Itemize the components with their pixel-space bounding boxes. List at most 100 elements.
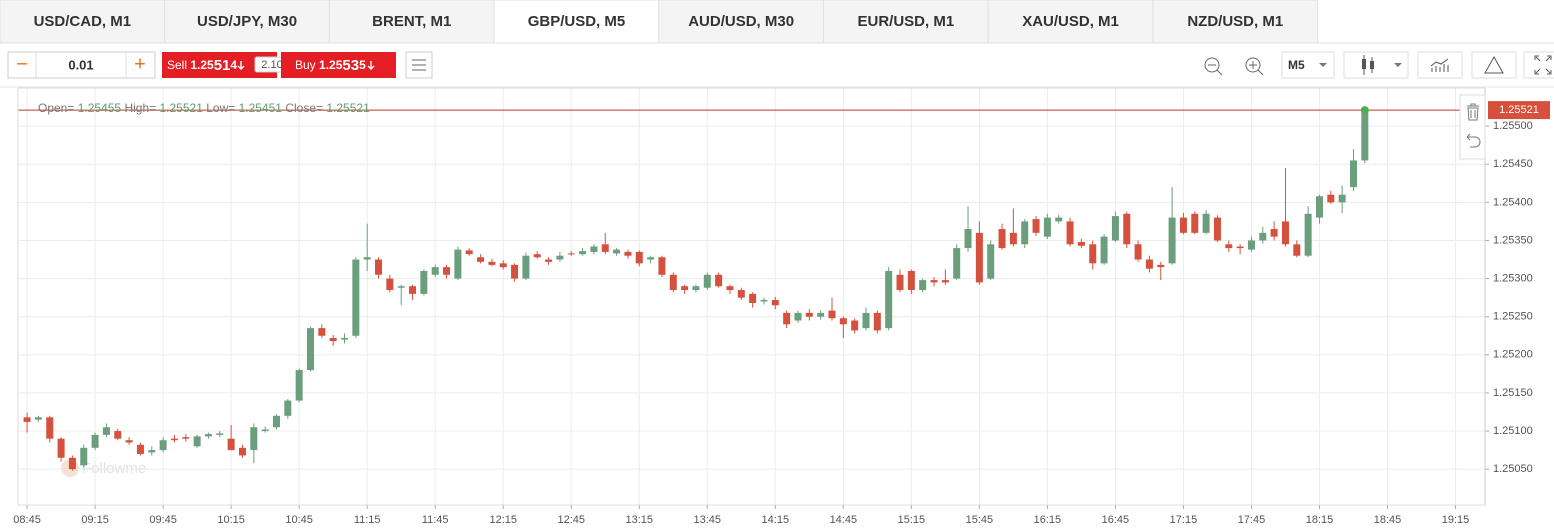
candle-body — [919, 280, 927, 291]
sell-price-big: 51 — [214, 57, 231, 74]
candle-body — [953, 248, 961, 279]
candle-body — [647, 257, 655, 260]
lot-value[interactable]: 0.01 — [68, 57, 93, 72]
tab-label[interactable]: USD/CAD, M1 — [34, 13, 132, 30]
lot-box — [7, 51, 156, 79]
tab-label[interactable]: XAU/USD, M1 — [1022, 13, 1119, 30]
tab-label[interactable]: BRENT, M1 — [372, 13, 451, 30]
candle-body — [499, 263, 507, 268]
ohlc-info: Open= 1.25455 High= 1.25521 Low= 1.25451… — [38, 101, 370, 115]
candle-body — [885, 270, 893, 329]
tab-label[interactable]: USD/JPY, M30 — [197, 13, 297, 30]
spread: 2.10 — [261, 59, 282, 71]
fullscreen-icon — [1534, 55, 1552, 75]
x-tick-label: 12:15 — [489, 514, 517, 526]
dropdown-icon — [1319, 63, 1327, 67]
candle-body — [896, 274, 904, 291]
buy-button[interactable] — [281, 52, 396, 78]
undo-icon[interactable] — [1466, 133, 1481, 148]
candle-body — [80, 447, 88, 466]
candle-body — [1009, 232, 1017, 245]
info-label: High= — [124, 101, 156, 115]
price-tag-label: 1.25521 — [1499, 104, 1539, 116]
candle-body — [341, 338, 349, 340]
tab[interactable] — [658, 0, 824, 44]
lot-minus[interactable]: − — [16, 53, 28, 75]
zoom-out-icon[interactable] — [1204, 57, 1220, 73]
tab[interactable] — [987, 0, 1154, 44]
down-arrow-icon — [237, 61, 245, 70]
candle-body — [681, 286, 689, 291]
lot-plus[interactable]: + — [134, 53, 146, 75]
candle-body — [794, 312, 802, 321]
timeframe[interactable]: M5 — [1288, 58, 1305, 72]
side-tools — [1459, 94, 1486, 160]
tab[interactable] — [164, 0, 330, 44]
candle-body — [284, 400, 292, 416]
sell-price-prefix: 1.25 — [190, 58, 214, 72]
tab-label[interactable]: EUR/USD, M1 — [858, 13, 955, 30]
candle-body — [488, 261, 496, 265]
candle-body — [34, 417, 42, 420]
candle-body — [715, 274, 723, 287]
candle-body — [545, 259, 553, 262]
candle-body — [148, 450, 156, 453]
candle-body — [1315, 196, 1323, 218]
trash-icon[interactable] — [1467, 103, 1479, 121]
candle-body — [1270, 229, 1278, 237]
candle-body — [930, 280, 938, 283]
price-tag — [1488, 101, 1550, 120]
candle-body — [295, 370, 303, 401]
indicators-button[interactable] — [1417, 51, 1463, 79]
tab[interactable] — [1152, 0, 1319, 44]
candle-body — [386, 278, 394, 291]
x-tick-label: 12:45 — [557, 514, 585, 526]
candle-body — [1338, 194, 1346, 203]
candle-body — [46, 417, 54, 439]
candle-body — [272, 415, 280, 428]
buy-text[interactable]: Buy 1.25535 — [295, 57, 366, 74]
tab-label[interactable]: AUD/USD, M30 — [688, 13, 794, 30]
candle-body — [1236, 246, 1244, 249]
candle-body — [352, 259, 360, 336]
candle-body — [1349, 160, 1357, 188]
tab-label[interactable]: GBP/USD, M5 — [528, 13, 626, 30]
tab-bar: USD/CAD, M1 USD/JPY, M30 BRENT, M1 GBP/USD,… — [0, 0, 1319, 44]
candle-body — [590, 246, 598, 252]
candle-body — [828, 310, 836, 319]
candle-body — [1304, 213, 1312, 256]
candle-body — [125, 440, 133, 443]
sell-text[interactable]: Sell 1.25514 — [167, 57, 237, 74]
x-tick-label: 14:45 — [830, 514, 858, 526]
candle-body — [692, 286, 700, 291]
info-value: 1.25455 — [78, 101, 122, 115]
x-tick-label: 14:15 — [762, 514, 790, 526]
candle-body — [1293, 244, 1301, 256]
candle-icon — [1370, 61, 1374, 69]
candle-body — [1077, 241, 1085, 246]
candle-body — [658, 257, 666, 275]
candle-body — [23, 417, 31, 422]
candle-body — [873, 312, 881, 331]
x-tick-label: 11:15 — [354, 514, 381, 526]
zoom-in-icon[interactable] — [1245, 57, 1261, 73]
y-tick-label: 1.25200 — [1493, 349, 1533, 361]
candle-body — [987, 244, 995, 279]
candle-body — [817, 312, 825, 317]
candle-body — [579, 251, 587, 255]
candle-body — [975, 232, 983, 283]
candle-body — [567, 253, 575, 255]
timeframe-select[interactable] — [1281, 51, 1335, 79]
tab[interactable] — [493, 0, 660, 44]
candle-body — [216, 433, 224, 435]
candle-icon — [1362, 59, 1366, 69]
candle-body — [726, 286, 734, 291]
dropdown-icon — [1394, 63, 1402, 67]
x-tick-label: 10:45 — [285, 514, 313, 526]
tab-label[interactable]: NZD/USD, M1 — [1187, 13, 1283, 30]
candle-body — [443, 267, 451, 275]
candle-body — [783, 312, 791, 325]
candle-body — [1213, 217, 1221, 241]
x-tick-label: 16:45 — [1102, 514, 1130, 526]
drawing-button[interactable] — [1471, 51, 1517, 79]
